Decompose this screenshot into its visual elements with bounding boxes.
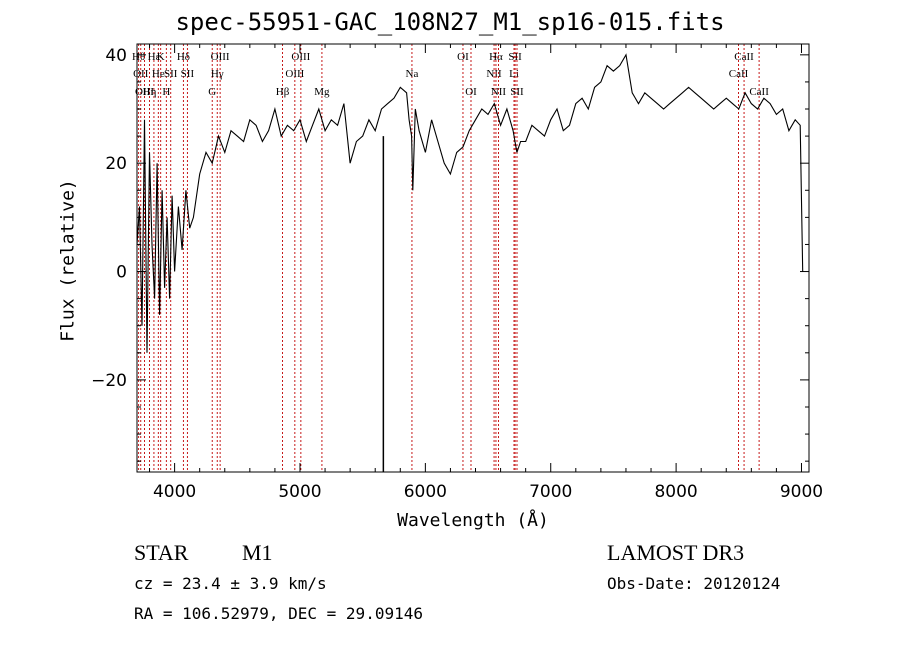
line-marker-label: SII [510, 86, 524, 98]
line-marker-label: H [162, 86, 170, 98]
line-marker-label: Hδ [177, 51, 190, 63]
y-tick-label: 40 [105, 46, 127, 66]
y-tick-label: −20 [91, 371, 127, 391]
y-axis-label: Flux (relative) [57, 179, 79, 342]
line-marker-label: He [152, 68, 165, 80]
line-marker-label: OII [133, 68, 149, 80]
line-marker-label: CaII [749, 86, 769, 98]
x-tick-label: 7000 [529, 482, 572, 502]
x-tick-label: 8000 [654, 482, 697, 502]
line-marker-label: OIII [211, 51, 230, 63]
line-marker-label: CaII [734, 51, 754, 63]
line-marker-label: OIII [291, 51, 310, 63]
plot-title: spec-55951-GAC_108N27_M1_sp16-015.fits [175, 8, 725, 36]
redshift-text: cz = 23.4 ± 3.9 km/s [134, 574, 327, 593]
y-tick-label: 0 [116, 263, 127, 283]
line-marker-label: Hα [489, 51, 503, 63]
line-marker-label: SII [508, 51, 522, 63]
line-marker-label: Li [509, 68, 519, 80]
line-marker-label: Hγ [211, 68, 224, 80]
line-marker-label: Na [406, 68, 419, 80]
x-tick-label: 9000 [780, 482, 823, 502]
line-marker-label: Hβ [276, 86, 290, 98]
line-marker-label: G [208, 86, 216, 98]
line-marker-label: NII [491, 86, 507, 98]
obs-date-text: Obs-Date: 20120124 [607, 574, 781, 593]
line-marker-label: Hθ [132, 51, 145, 63]
object-subclass: M1 [242, 540, 273, 565]
line-marker-label: OI [465, 86, 477, 98]
line-marker-label: Mg [314, 86, 330, 98]
coordinates-text: RA = 106.52979, DEC = 29.09146 [134, 604, 423, 623]
x-tick-label: 4000 [153, 482, 196, 502]
line-marker-label: OI [457, 51, 469, 63]
survey-name: LAMOST DR3 [607, 540, 745, 565]
line-marker-label: Hε [148, 51, 161, 63]
line-marker-label: NII [486, 68, 502, 80]
line-marker-label: SII [181, 68, 195, 80]
line-marker-label: CaII [729, 68, 749, 80]
x-tick-label: 6000 [404, 482, 447, 502]
x-tick-label: 5000 [278, 482, 321, 502]
line-marker-label: SII [164, 68, 178, 80]
plot-frame [136, 43, 810, 473]
line-marker-label: OIII [285, 68, 304, 80]
object-class: STAR [134, 540, 189, 565]
x-axis-label: Wavelength (Å) [397, 510, 549, 531]
line-marker-label: K [157, 51, 165, 63]
flux-line [136, 53, 804, 353]
line-marker-label: Hη [143, 86, 157, 98]
y-tick-label: 20 [105, 154, 127, 174]
